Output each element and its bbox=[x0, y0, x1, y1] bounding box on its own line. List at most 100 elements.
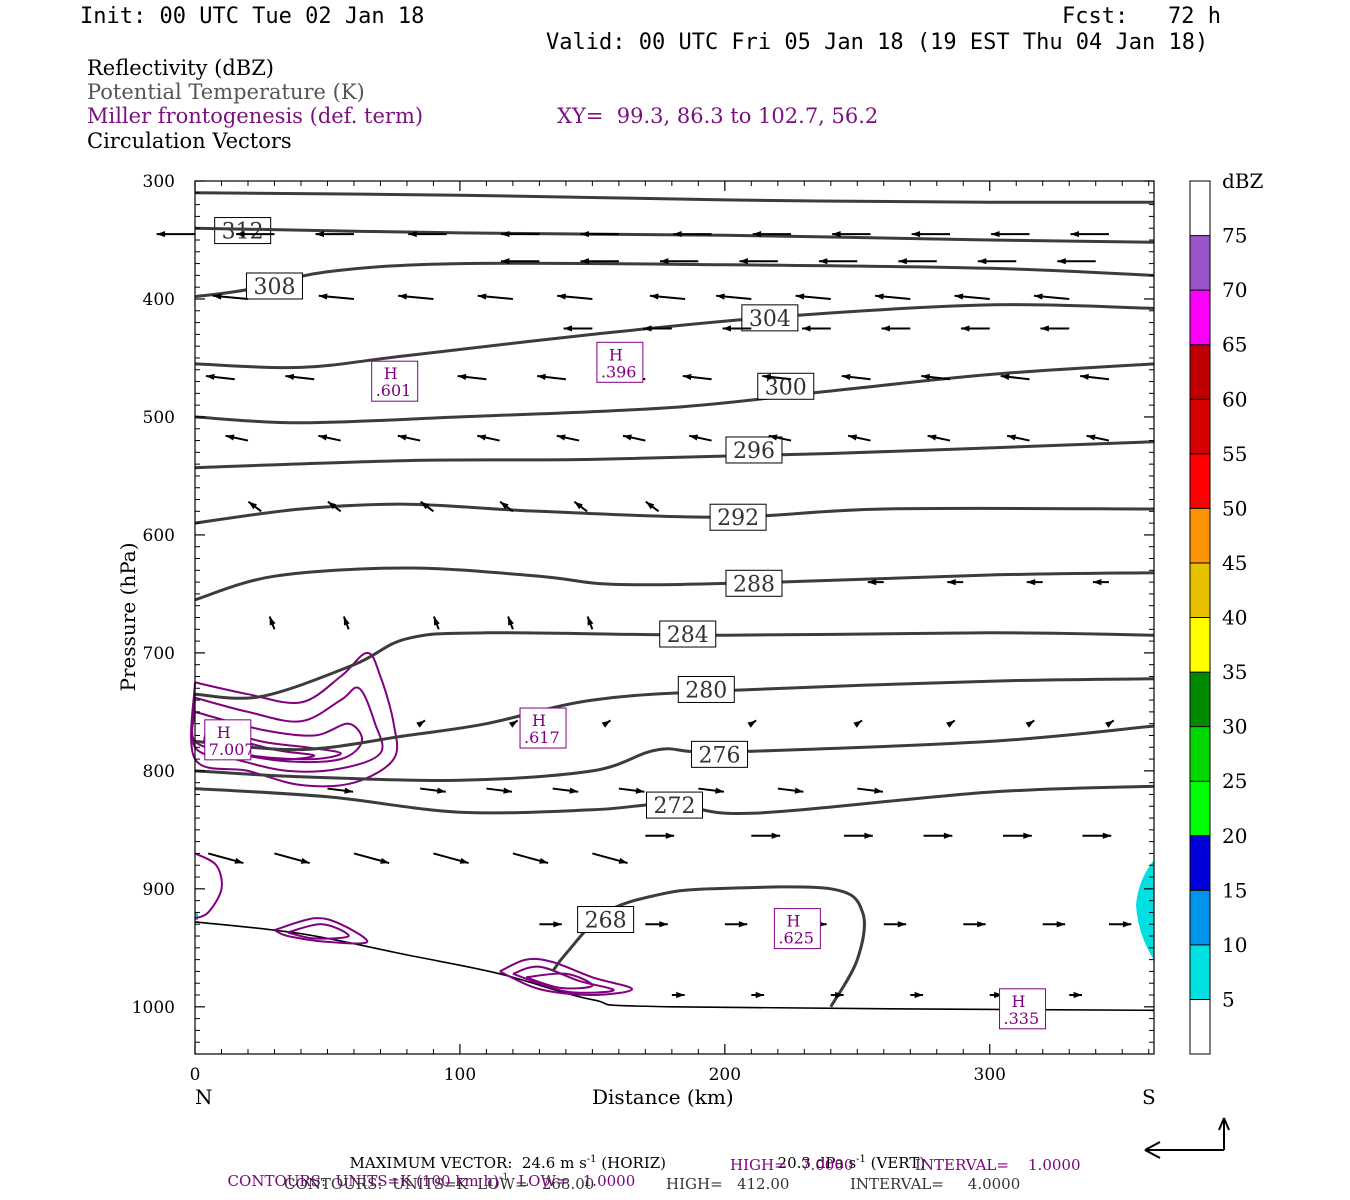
circulation-vector-60 bbox=[1006, 434, 1030, 442]
reference-vector bbox=[1144, 1117, 1230, 1159]
circulation-vector-85 bbox=[327, 787, 354, 794]
circulation-vector-52 bbox=[397, 434, 421, 442]
colorbar-label-10: 10 bbox=[1222, 933, 1247, 957]
circulation-vector-33 bbox=[722, 325, 752, 332]
fronto-max-h-3: H bbox=[532, 711, 546, 730]
vector-head-58 bbox=[848, 434, 858, 441]
circulation-vector-23 bbox=[477, 293, 513, 300]
fronto-max-h-5: H bbox=[1012, 992, 1026, 1011]
theta-label-276: 276 bbox=[691, 740, 749, 768]
vector-head-3 bbox=[408, 231, 417, 238]
colorbar-cell-2 bbox=[1190, 835, 1210, 891]
vector-head-12 bbox=[500, 258, 510, 265]
footer-max-vert: 20.3 dPa s-1 (VERT) bbox=[768, 1140, 926, 1171]
fronto-max-1: H.601 bbox=[371, 360, 419, 402]
theta-contour-268 bbox=[551, 885, 866, 1008]
fronto-max-value-1: .601 bbox=[376, 381, 412, 400]
vector-head-25 bbox=[649, 293, 659, 300]
circulation-vector-110 bbox=[963, 921, 986, 928]
fronto-max-value-0: 7.007 bbox=[209, 740, 255, 759]
vector-head-75 bbox=[508, 616, 514, 626]
theta-label-268: 268 bbox=[577, 906, 635, 934]
footer-fronto-contours: CONTOURS: UNITS=K (100 km h)-1 LOW= 1.00… bbox=[218, 1158, 636, 1190]
theta-contour-292 bbox=[194, 502, 1155, 525]
circulation-vector-76 bbox=[586, 616, 594, 630]
circulation-vector-80 bbox=[747, 719, 757, 728]
fronto-max-box-4 bbox=[773, 908, 821, 950]
colorbar-cell-0 bbox=[1190, 944, 1210, 1000]
circulation-vector-25 bbox=[649, 293, 686, 300]
circulation-vector-70 bbox=[1026, 579, 1043, 586]
field-potential-temperature: Potential Temperature (K) bbox=[87, 80, 365, 104]
fronto-max-value-5: .335 bbox=[1004, 1009, 1040, 1028]
vector-head-4 bbox=[500, 231, 510, 238]
vector-head-10 bbox=[991, 231, 1000, 238]
fronto-contour-nw-0 bbox=[190, 651, 399, 788]
vector-head-114 bbox=[755, 991, 765, 999]
circulation-vector-29 bbox=[954, 293, 990, 300]
vector-head-90 bbox=[715, 787, 724, 794]
theta-label-280: 280 bbox=[677, 675, 735, 703]
vector-head-100 bbox=[300, 857, 310, 864]
circulation-vector-68 bbox=[867, 579, 884, 586]
theta-label-text-272: 272 bbox=[654, 794, 696, 819]
vector-head-15 bbox=[739, 258, 748, 265]
theta-label-292: 292 bbox=[709, 503, 767, 531]
vector-head-86 bbox=[437, 787, 446, 794]
vector-head-74 bbox=[433, 616, 440, 626]
theta-label-296: 296 bbox=[725, 436, 783, 464]
y-tick-label-900: 900 bbox=[143, 880, 175, 900]
circulation-vector-54 bbox=[556, 434, 580, 442]
circulation-vector-67 bbox=[645, 500, 660, 513]
vector-head-71 bbox=[1092, 579, 1102, 586]
circulation-vector-59 bbox=[927, 434, 951, 442]
vector-head-57 bbox=[768, 434, 778, 441]
circulation-vector-44 bbox=[682, 373, 712, 381]
colorbar-label-65: 65 bbox=[1222, 333, 1247, 357]
reflectivity-fill bbox=[195, 860, 1154, 960]
vector-head-101 bbox=[380, 857, 390, 864]
colorbar-cell-3 bbox=[1190, 781, 1210, 836]
circulation-vector-21 bbox=[318, 293, 355, 300]
theta-label-box-296 bbox=[725, 436, 783, 464]
colorbar-cell-12 bbox=[1190, 290, 1210, 345]
vector-head-70 bbox=[1026, 579, 1036, 586]
vector-head-117 bbox=[994, 991, 1003, 999]
vector-head-19 bbox=[1057, 258, 1066, 265]
terrain-path bbox=[194, 921, 1155, 1012]
vector-head-83 bbox=[1025, 720, 1035, 728]
vector-head-118 bbox=[1073, 991, 1083, 999]
theta-contour-276 bbox=[194, 724, 1155, 782]
footer-fronto-low: LOW= 1.0000 bbox=[508, 1172, 636, 1190]
vector-head-6 bbox=[673, 231, 682, 238]
init-time: Init: 00 UTC Tue 02 Jan 18 bbox=[80, 4, 425, 29]
theta-label-box-284 bbox=[659, 620, 717, 648]
theta-contours: 312308304300296292288284280276272268 bbox=[194, 191, 1155, 1008]
theta-label-text-280: 280 bbox=[685, 678, 727, 703]
vector-head-55 bbox=[622, 434, 632, 441]
circulation-vector-4 bbox=[500, 231, 540, 238]
colorbar-cell-14 bbox=[1190, 181, 1210, 236]
vector-head-29 bbox=[954, 293, 964, 300]
circulation-vector-53 bbox=[477, 434, 500, 442]
colorbar-label-5: 5 bbox=[1222, 987, 1235, 1011]
field-reflectivity: Reflectivity (dBZ) bbox=[87, 56, 275, 80]
circulation-vector-64 bbox=[420, 500, 435, 513]
fronto-contour-low-4 bbox=[525, 972, 594, 990]
fronto-max-h-1: H bbox=[384, 364, 398, 383]
vector-head-35 bbox=[881, 325, 890, 332]
circulation-vector-48 bbox=[1000, 373, 1030, 381]
vector-head-115 bbox=[835, 991, 844, 999]
vector-head-39 bbox=[285, 373, 295, 380]
vector-head-41 bbox=[457, 373, 467, 380]
vector-head-5 bbox=[580, 231, 589, 238]
theta-label-text-288: 288 bbox=[733, 572, 775, 597]
reflectivity-patch-left bbox=[195, 912, 198, 920]
theta-contour-296 bbox=[194, 440, 1155, 470]
theta-label-304: 304 bbox=[741, 304, 799, 332]
circulation-vector-107 bbox=[724, 921, 748, 928]
circulation-vector-0 bbox=[156, 231, 195, 238]
vector-head-53 bbox=[477, 434, 487, 441]
circulation-vector-111 bbox=[1042, 921, 1066, 928]
circulation-vector-101 bbox=[353, 852, 390, 865]
